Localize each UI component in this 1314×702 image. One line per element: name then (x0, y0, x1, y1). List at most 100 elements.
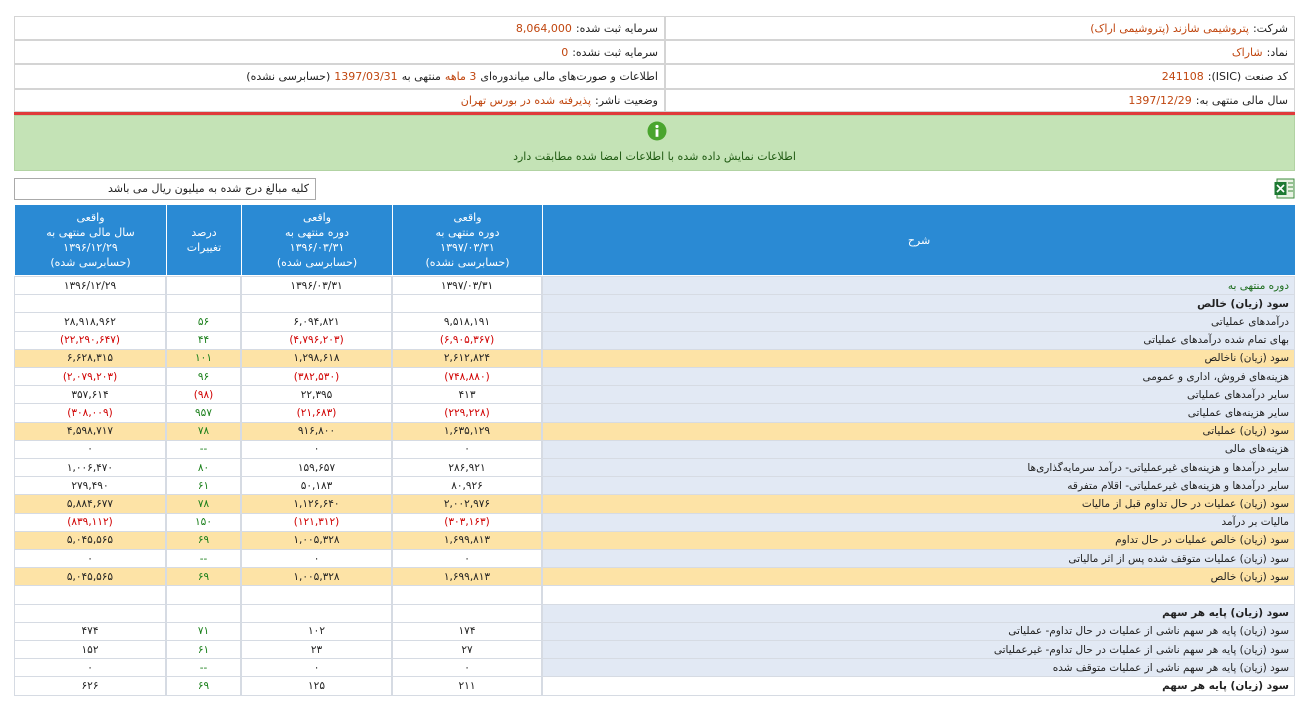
value-cell: ۱,۲۹۸,۶۱۸ (241, 348, 392, 368)
value-cell: ۶۹ (166, 567, 241, 587)
info-cell: شرکت: پتروشیمی شازند (پتروشیمی اراک) (665, 16, 1295, 40)
info-icon (647, 121, 667, 141)
value-cell: ۲۷۹,۴۹۰ (14, 476, 166, 496)
value-cell: ۰ (241, 658, 392, 678)
value-cell (392, 603, 542, 623)
header-line: واقعی (453, 211, 482, 224)
value-cell: (۲,۰۷۹,۲۰۳) (14, 367, 166, 387)
value-cell: -- (166, 439, 241, 459)
value-cell: ۶۹ (166, 676, 241, 696)
value-cell: ۷۸ (166, 421, 241, 441)
value-cell: ۱۳۹۶/۱۲/۲۹ (14, 276, 166, 296)
header-line: دوره منتهی به (435, 226, 500, 239)
value-cell (241, 585, 392, 605)
value-cell: ۶,۶۲۸,۳۱۵ (14, 348, 166, 368)
value-cell: ۵,۰۴۵,۵۶۵ (14, 567, 166, 587)
value-cell: ۷۸ (166, 494, 241, 514)
row-label: سود (زیان) عملیات در حال تداوم قبل از ما… (542, 494, 1295, 514)
info-value: پذیرفته شده در بورس تهران (460, 94, 592, 107)
info-value: 1397/03/31 (334, 70, 398, 83)
value-cell: ۹۶ (166, 367, 241, 387)
header-line: تغییرات (186, 241, 222, 254)
row-label: سود (زیان) خالص (542, 567, 1295, 587)
value-cell: ۳۵۷,۶۱۴ (14, 385, 166, 405)
value-cell: ۵,۸۸۴,۶۷۷ (14, 494, 166, 514)
value-cell (241, 603, 392, 623)
value-cell: ۹۵۷ (166, 403, 241, 423)
header-line: دوره منتهی به (285, 226, 350, 239)
value-cell: ۲,۶۱۲,۸۲۴ (392, 348, 542, 368)
column-header: شرح (542, 205, 1295, 275)
value-cell: ۰ (14, 658, 166, 678)
value-cell: -- (166, 658, 241, 678)
value-cell: ۰ (14, 549, 166, 569)
row-label: هزینه‌های مالی (542, 439, 1295, 459)
value-cell: ۱۳۹۶/۰۳/۳۱ (241, 276, 392, 296)
info-label: سرمایه ثبت نشده: (572, 45, 658, 59)
value-cell: (۲۱,۶۸۳) (241, 403, 392, 423)
row-label: سایر هزینه‌های عملیاتی (542, 403, 1295, 423)
row-label: سود (زیان) پایه هر سهم ناشی از عملیات در… (542, 621, 1295, 641)
value-cell: -- (166, 549, 241, 569)
info-cell: وضعیت ناشر: پذیرفته شده در بورس تهران (14, 89, 665, 112)
row-label: بهای تمام شده درآمدهای عملیاتی (542, 330, 1295, 350)
header-line: (حسابرسی شده) (276, 256, 358, 269)
header-line: سال مالی منتهی به (46, 226, 135, 239)
value-cell: ۹۱۶,۸۰۰ (241, 421, 392, 441)
info-label: وضعیت ناشر: (595, 94, 658, 107)
value-cell: ۱,۰۰۵,۳۲۸ (241, 530, 392, 550)
value-cell (14, 585, 166, 605)
value-cell: ۵,۰۴۵,۵۶۵ (14, 530, 166, 550)
value-cell: ۶۱ (166, 640, 241, 660)
info-label: سال مالی منتهی به: (1195, 94, 1288, 107)
value-cell (166, 276, 241, 296)
value-cell: ۲۸۶,۹۲۱ (392, 458, 542, 478)
info-cell: نماد: شاراک (665, 40, 1295, 64)
value-cell: (۲۲۹,۲۲۸) (392, 403, 542, 423)
value-cell: ۴۴ (166, 330, 241, 350)
info-cell: سرمایه ثبت نشده: 0 (14, 40, 665, 64)
header-line: (حسابرسی شده) (50, 256, 131, 269)
info-cell: کد صنعت (ISIC): 241108 (665, 64, 1295, 89)
value-cell: ۵۶ (166, 312, 241, 332)
row-label: سایر درآمدهای عملیاتی (542, 385, 1295, 405)
value-cell: ۲۲,۳۹۵ (241, 385, 392, 405)
value-cell: ۰ (392, 549, 542, 569)
info-label: کد صنعت (ISIC): (1207, 70, 1288, 83)
value-cell: (۳۰۳,۱۶۳) (392, 512, 542, 532)
value-cell: ۱,۶۹۹,۸۱۳ (392, 567, 542, 587)
info-value: 241108 (1161, 70, 1204, 83)
info-cell: سال مالی منتهی به: 1397/12/29 (665, 89, 1295, 112)
value-cell: ۱,۱۲۶,۶۴۰ (241, 494, 392, 514)
value-cell: ۱۵۰ (166, 512, 241, 532)
info-value: شاراک (1231, 45, 1263, 59)
info-value: 1397/12/29 (1128, 94, 1192, 107)
value-cell: (۳۰۸,۰۰۹) (14, 403, 166, 423)
header-line: درصد (191, 226, 217, 239)
row-label: سود (زیان) خالص عملیات در حال تداوم (542, 530, 1295, 550)
value-cell: ۲۳ (241, 640, 392, 660)
value-cell: ۸۰ (166, 458, 241, 478)
value-cell: ۱۰۲ (241, 621, 392, 641)
row-label: درآمدهای عملیاتی (542, 312, 1295, 332)
value-cell: ۶,۰۹۴,۸۲۱ (241, 312, 392, 332)
value-cell (166, 294, 241, 314)
value-cell: ۴۷۴ (14, 621, 166, 641)
value-cell (241, 294, 392, 314)
row-label: سود (زیان) عملیات متوقف شده پس از اثر ما… (542, 549, 1295, 569)
row-label: سایر درآمدها و هزینه‌های غیرعملیاتی- اقل… (542, 476, 1295, 496)
value-cell: ۸۰,۹۲۶ (392, 476, 542, 496)
value-cell (14, 603, 166, 623)
row-label (542, 585, 1295, 605)
header-line: ۱۳۹۷/۰۳/۳۱ (440, 241, 495, 254)
row-label: هزینه‌های فروش، اداری و عمومی (542, 367, 1295, 387)
value-cell: ۱۰۱ (166, 348, 241, 368)
row-label: سود (زیان) ناخالص (542, 348, 1295, 368)
row-label: مالیات بر درآمد (542, 512, 1295, 532)
row-label: دوره منتهی به (542, 276, 1295, 296)
value-cell: ۴۱۳ (392, 385, 542, 405)
excel-export[interactable] (1274, 178, 1295, 199)
value-cell: ۱۳۹۷/۰۳/۳۱ (392, 276, 542, 296)
value-cell (392, 585, 542, 605)
